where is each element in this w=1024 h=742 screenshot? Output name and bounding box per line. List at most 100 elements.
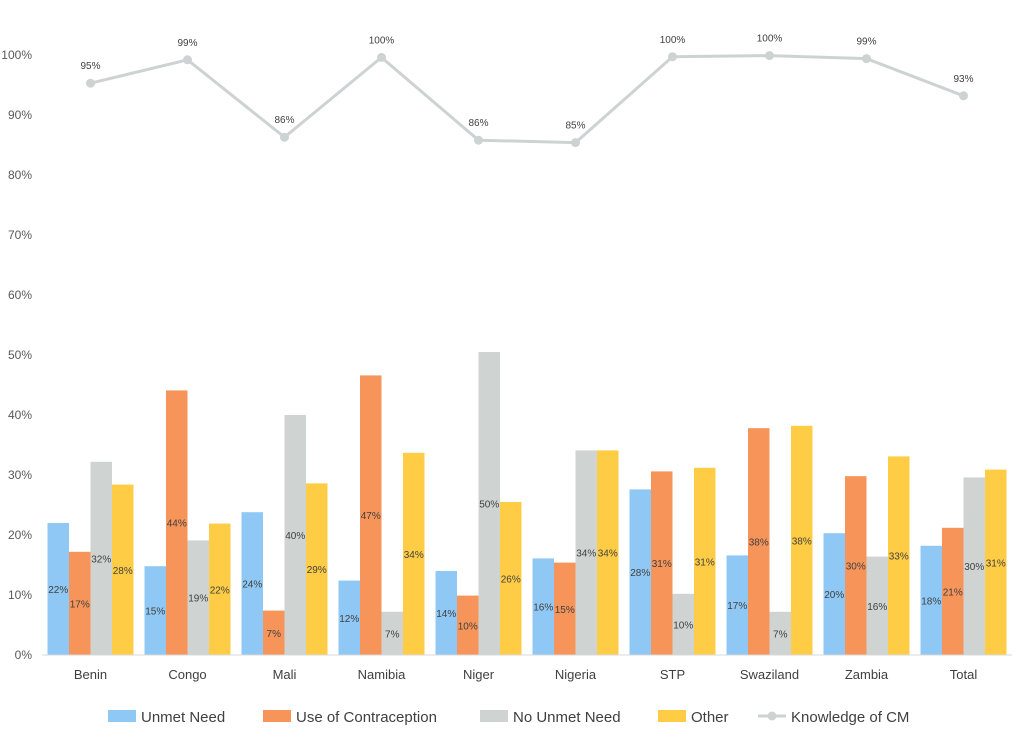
knowledge-line-series: 95% 99% 86% 100% 86% 85% 100% 100% 99% 93% [80, 34, 974, 148]
knowledge-data-label: 93% [953, 74, 973, 85]
legend-swatch-marker [767, 711, 777, 721]
y-tick-label: 20% [8, 528, 32, 542]
knowledge-point [959, 91, 968, 101]
bar-use-of-contraception [845, 476, 867, 655]
x-category-label: Niger [463, 667, 495, 682]
bar-data-label: 22% [210, 585, 230, 596]
bar-other [888, 456, 910, 655]
bar-unmet-need [338, 580, 360, 655]
bar-other [403, 452, 425, 655]
x-category-label: Zambia [845, 667, 889, 682]
x-category-label: Swaziland [740, 667, 799, 682]
bar-data-label: 17% [727, 601, 747, 612]
bar-data-label: 31% [652, 559, 672, 570]
bar-other [306, 483, 328, 655]
bar-data-label: 29% [307, 565, 327, 576]
knowledge-point [668, 52, 677, 62]
bar-other [597, 450, 619, 655]
x-category-label: STP [660, 667, 685, 682]
bar-data-label: 34% [598, 549, 618, 560]
bar-data-label: 31% [986, 558, 1006, 569]
bar-no-unmet-need [381, 611, 403, 655]
knowledge-data-label: 85% [565, 121, 585, 132]
bar-no-unmet-need [187, 540, 209, 655]
x-category-label: Congo [168, 667, 206, 682]
knowledge-point [377, 52, 386, 62]
bar-use-of-contraception [69, 551, 91, 655]
bar-no-unmet-need [866, 556, 888, 655]
bar-unmet-need [144, 566, 166, 655]
bar-other [791, 425, 813, 655]
bar-data-label: 33% [889, 552, 909, 563]
bar-no-unmet-need [672, 593, 694, 655]
bar-use-of-contraception [263, 610, 285, 655]
y-axis: 0% 10% 20% 30% 40% 50% 60% 70% 80% 90% 100% [1, 48, 32, 662]
bar-use-of-contraception [166, 390, 188, 655]
bar-unmet-need [532, 558, 554, 655]
legend: Unmet Need Use of Contraception No Unmet N… [108, 709, 909, 726]
bar-no-unmet-need [90, 461, 112, 655]
legend-swatch [108, 710, 136, 722]
bar-unmet-need [726, 555, 748, 655]
bar-data-label: 12% [339, 614, 359, 625]
bar-data-label: 10% [458, 621, 478, 632]
bar-unmet-need [47, 523, 69, 655]
bar-no-unmet-need [478, 352, 500, 655]
bar-other [985, 469, 1007, 655]
knowledge-point [474, 135, 483, 145]
bar-data-label: 7% [267, 629, 282, 640]
bar-use-of-contraception [748, 428, 770, 655]
bar-data-label: 40% [285, 531, 305, 542]
bar-data-label: 15% [555, 605, 575, 616]
x-axis: Benin Congo Mali Namibia Niger Nigeria STP Swaz… [74, 667, 977, 682]
bar-data-label: 7% [385, 629, 400, 640]
bar-unmet-need [435, 571, 457, 655]
bar-data-label: 22% [48, 585, 68, 596]
bar-data-label: 38% [792, 536, 812, 547]
x-category-label: Namibia [358, 667, 406, 682]
bar-no-unmet-need [769, 611, 791, 655]
bar-data-label: 7% [773, 629, 788, 640]
bar-other [694, 467, 716, 655]
bar-other [112, 484, 134, 655]
bar-data-label: 20% [824, 590, 844, 601]
bar-use-of-contraception [457, 595, 479, 655]
knowledge-data-label: 100% [660, 35, 686, 46]
bar-data-label: 34% [576, 549, 596, 560]
x-category-label: Benin [74, 667, 107, 682]
y-tick-label: 50% [8, 348, 32, 362]
bar-data-label: 34% [404, 550, 424, 561]
bar-no-unmet-need [284, 415, 306, 655]
bar-unmet-need [823, 533, 845, 655]
knowledge-data-label: 86% [274, 115, 294, 126]
y-tick-label: 0% [15, 648, 33, 662]
legend-label: Knowledge of CM [791, 709, 909, 726]
knowledge-data-label: 100% [369, 35, 395, 46]
bar-data-label: 16% [867, 602, 887, 613]
bar-data-labels: 22% 15% 24% 12% 14% 16% 28% 17% 20% 18% 17% 44% 7% 47… [48, 500, 1006, 641]
bar-other [209, 523, 231, 655]
y-tick-label: 90% [8, 108, 32, 122]
bar-data-label: 28% [630, 568, 650, 579]
bar-unmet-need [241, 512, 263, 655]
bar-data-label: 16% [533, 603, 553, 614]
bar-data-label: 47% [361, 511, 381, 522]
legend-label: Use of Contraception [296, 709, 437, 726]
y-tick-label: 30% [8, 468, 32, 482]
knowledge-data-label: 99% [856, 37, 876, 48]
y-tick-label: 40% [8, 408, 32, 422]
knowledge-point [862, 54, 871, 64]
knowledge-point [86, 78, 95, 88]
x-category-label: Total [950, 667, 978, 682]
bar-use-of-contraception [360, 375, 382, 655]
bar-data-label: 15% [145, 607, 165, 618]
bar-data-label: 18% [921, 596, 941, 607]
bar-data-label: 26% [501, 575, 521, 586]
bar-unmet-need [629, 489, 651, 655]
y-tick-label: 60% [8, 288, 32, 302]
bar-data-label: 17% [70, 599, 90, 610]
bar-use-of-contraception [651, 471, 673, 655]
y-tick-label: 80% [8, 168, 32, 182]
bar-data-label: 30% [846, 562, 866, 573]
bar-unmet-need [920, 545, 942, 655]
